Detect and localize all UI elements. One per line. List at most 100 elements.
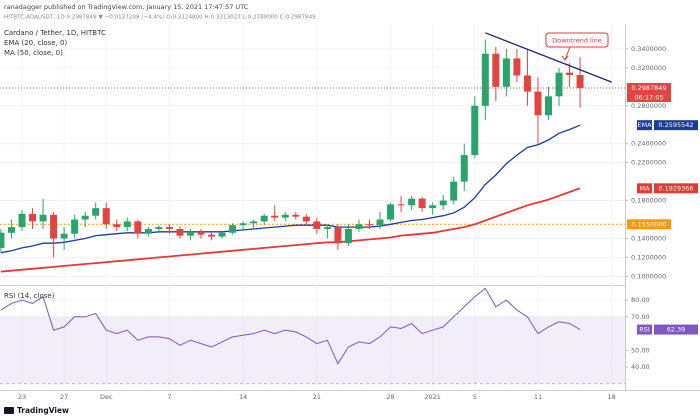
candle-body xyxy=(29,213,37,222)
countdown: 06:17:05 xyxy=(634,94,663,102)
candle-body xyxy=(365,224,373,226)
candle-body xyxy=(81,215,89,220)
legend-entry: MA (50, close, 0) xyxy=(4,49,63,57)
rsi-value: 62.39 xyxy=(667,326,686,334)
candle-body xyxy=(355,224,363,229)
header-line: ranadagger published on TradingView.com,… xyxy=(4,3,249,11)
candle-body xyxy=(387,204,395,220)
candle-body xyxy=(218,232,226,237)
x-tick-label: 23 xyxy=(18,393,26,401)
candle-body xyxy=(566,72,574,76)
annotation-text: Downtrend line xyxy=(552,37,602,45)
support-box xyxy=(627,219,671,230)
indicator-tag: MA xyxy=(639,184,650,192)
x-tick-label: 11 xyxy=(534,393,542,401)
candle-body xyxy=(271,215,279,218)
candle-body xyxy=(18,213,26,228)
candle-body xyxy=(155,227,163,229)
indicator-tag-box xyxy=(637,120,652,131)
y-tick-label: 0.1200000 xyxy=(631,253,666,261)
candle-body xyxy=(144,228,152,234)
indicator-value: 0.2595542 xyxy=(658,121,693,129)
legend-entry: EMA (20, close, 0) xyxy=(4,39,67,47)
last-price-value: 0.2987849 xyxy=(631,84,666,92)
last-price-box xyxy=(627,83,671,94)
indicator-line xyxy=(0,187,581,273)
rsi-tag-box xyxy=(637,324,652,335)
x-tick-label: 5 xyxy=(473,393,477,401)
candle-body xyxy=(176,228,184,236)
annotation-arrow xyxy=(561,46,571,61)
candle-body xyxy=(502,58,510,87)
candle-body xyxy=(292,214,300,217)
candle-body xyxy=(471,105,479,156)
candle-body xyxy=(102,208,110,225)
y-tick-label: 50.00 xyxy=(631,346,650,354)
candle-body xyxy=(113,224,121,228)
candle-body xyxy=(344,228,352,244)
rsi-tag: RSI xyxy=(639,326,650,334)
x-tick-label: 28 xyxy=(386,393,394,401)
x-tick-label: 2021 xyxy=(424,393,441,401)
trendline xyxy=(485,32,612,83)
x-tick-label: 18 xyxy=(608,393,616,401)
annotation-box xyxy=(545,32,609,48)
x-tick-label: 27 xyxy=(60,393,68,401)
rsi-line xyxy=(0,287,581,365)
candle-body xyxy=(545,96,552,116)
candle-body xyxy=(165,227,173,229)
candle-body xyxy=(481,53,489,106)
candle-body xyxy=(208,234,216,237)
candle-body xyxy=(429,205,437,209)
tradingview-logo: TradingView xyxy=(4,406,69,415)
candle-body xyxy=(134,221,142,234)
candle-body xyxy=(7,227,15,233)
candle-body xyxy=(408,198,416,206)
candle-body xyxy=(334,227,342,244)
y-tick-label: 70.00 xyxy=(631,313,650,321)
candle-body xyxy=(492,53,500,87)
y-tick-label: 0.1800000 xyxy=(631,197,666,205)
candle-body xyxy=(71,219,79,234)
candle-body xyxy=(0,232,5,248)
candle-body xyxy=(450,181,458,201)
candle-body xyxy=(439,200,447,206)
candle-body xyxy=(576,75,584,89)
candle-body xyxy=(376,219,384,226)
y-tick-label: 0.3400000 xyxy=(631,45,666,53)
y-tick-label: 0.1400000 xyxy=(631,234,666,242)
header-symbol: HITBTC:ADAUSDT, 1D 0.2987849 ▼ −0.013720… xyxy=(4,15,316,21)
candle-body xyxy=(260,215,268,222)
indicator-value: 0.1929366 xyxy=(658,184,693,192)
candle-body xyxy=(250,221,258,224)
candle-body xyxy=(60,233,68,239)
candle-body xyxy=(555,72,563,97)
candle-body xyxy=(92,208,100,216)
candle-body xyxy=(229,225,237,233)
y-tick-label: 40.00 xyxy=(631,363,650,371)
indicator-box xyxy=(654,183,698,194)
y-tick-label: 80.00 xyxy=(631,296,650,304)
x-tick-label: 21 xyxy=(313,393,321,401)
candle-body xyxy=(239,223,247,226)
candle-body xyxy=(418,198,426,209)
candle-body xyxy=(397,204,405,206)
indicator-tag-box xyxy=(637,183,652,194)
candle-body xyxy=(313,221,321,229)
y-tick-label: 0.1000000 xyxy=(631,272,666,280)
countdown-box xyxy=(627,93,671,103)
logo-text: TradingView xyxy=(17,406,69,415)
x-tick-label: 14 xyxy=(239,393,247,401)
indicator-line xyxy=(0,124,581,254)
candle-body xyxy=(513,58,521,76)
y-tick-label: 0.2200000 xyxy=(631,159,666,167)
indicator-tag: EMA xyxy=(637,121,652,129)
y-tick-label: 0.2400000 xyxy=(631,140,666,148)
pane-title: RSI (14, close) xyxy=(4,292,55,300)
candle-body xyxy=(123,221,131,228)
chart-title: Cardano / Tether, 1D, HITBTC xyxy=(4,29,106,37)
candle-body xyxy=(523,75,531,92)
candle-body xyxy=(281,214,289,218)
candle-body xyxy=(534,91,542,116)
